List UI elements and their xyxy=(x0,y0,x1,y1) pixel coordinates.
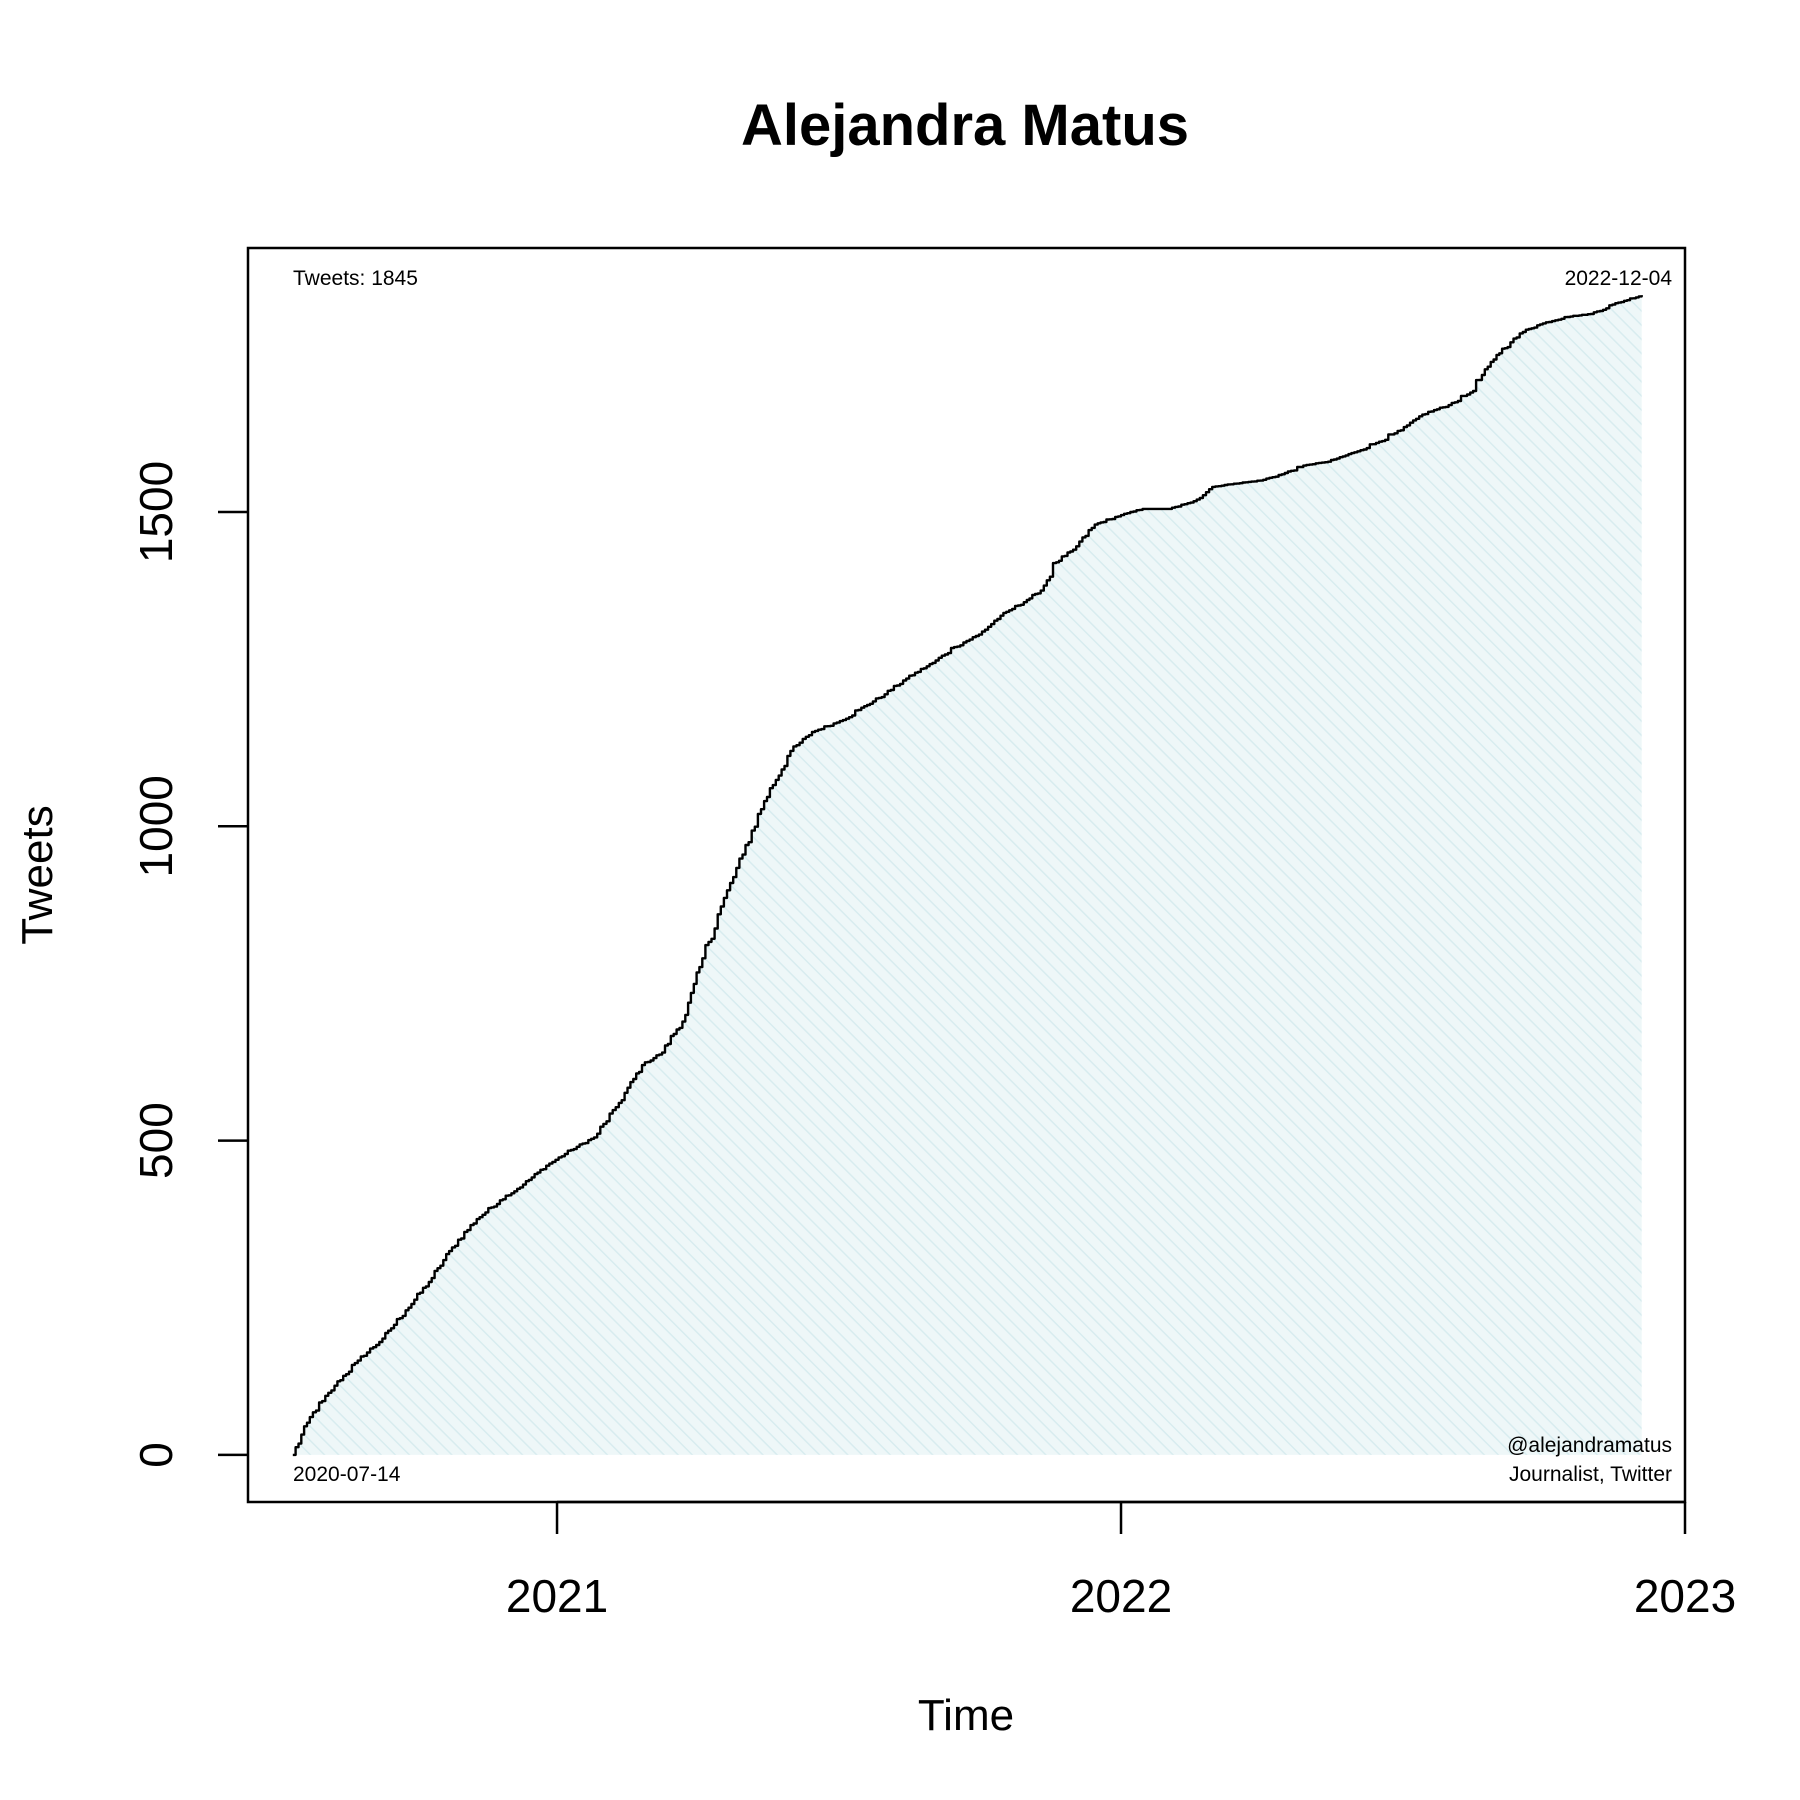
x-tick-label: 2023 xyxy=(1634,1570,1736,1622)
y-tick-label: 1500 xyxy=(130,461,182,563)
x-tick-label: 2021 xyxy=(506,1570,608,1622)
series-line xyxy=(292,295,1643,1457)
chart-title: Alejandra Matus xyxy=(741,93,1189,158)
y-axis: 0 500 1000 1500 xyxy=(130,461,248,1468)
x-axis: 2021 2022 2023 xyxy=(506,1500,1736,1622)
y-axis-label: Tweets xyxy=(13,805,62,944)
x-tick-label: 2022 xyxy=(1070,1570,1172,1622)
y-tick-label: 0 xyxy=(130,1442,182,1468)
x-axis-label: Time xyxy=(918,1691,1014,1740)
y-tick-label: 1000 xyxy=(130,775,182,877)
source-annotation: Journalist, Twitter xyxy=(1509,1463,1672,1486)
tweet-count-annotation: Tweets: 1845 xyxy=(293,267,418,290)
handle-annotation: @alejandramatus xyxy=(1507,1434,1672,1457)
start-date-annotation: 2020-07-14 xyxy=(293,1463,401,1486)
area-fill xyxy=(292,295,1642,1455)
end-date-annotation: 2022-12-04 xyxy=(1565,267,1673,290)
y-tick-label: 500 xyxy=(130,1102,182,1179)
plot-area xyxy=(292,295,1643,1457)
